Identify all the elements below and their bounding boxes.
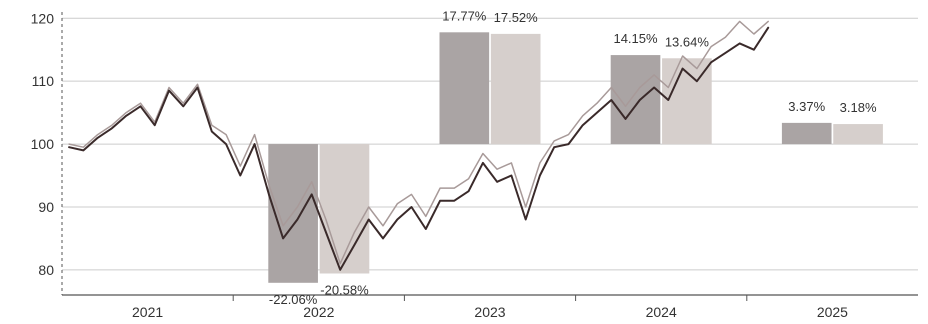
y-tick-label: 110 (32, 73, 55, 89)
bar-label-2023-2: 17.52% (494, 10, 539, 25)
x-tick-label: 2021 (132, 304, 163, 320)
axes: 80 90 100 110 120 2021 2022 2023 2024 2025 (31, 10, 918, 320)
performance-lines (68, 20, 770, 271)
bar-label-2025-1: 3.37% (788, 99, 825, 114)
x-tick-label: 2024 (646, 304, 677, 320)
bar-label-2023-1: 17.77% (442, 8, 487, 23)
bar-2024-1 (610, 55, 661, 145)
y-tick-label: 90 (38, 199, 54, 215)
x-tick-label: 2023 (474, 304, 505, 320)
bar-2022-2 (319, 144, 370, 274)
bar-label-2022-2: -20.58% (320, 282, 369, 297)
bar-label-2024-2: 13.64% (665, 34, 710, 49)
bar-2023-2 (490, 33, 541, 145)
x-tick-label: 2025 (817, 304, 848, 320)
x-tick-label: 2022 (303, 304, 334, 320)
y-tick-label: 80 (38, 262, 54, 278)
bar-2025-2 (833, 124, 883, 145)
y-tick-label: 120 (31, 10, 55, 26)
series-line-1 (68, 26, 770, 271)
bar-label-2025-2: 3.18% (840, 100, 877, 115)
y-tick-label: 100 (31, 136, 55, 152)
annual-return-bars (268, 32, 883, 283)
series-line-2 (68, 20, 769, 265)
data-labels: -22.06%-20.58% 17.77% 17.52% 14.15% 13.64% 3.… (269, 8, 877, 306)
bar-label-2022-1: -22.06% (269, 292, 318, 307)
bar-2025-1 (781, 122, 832, 145)
bar-label-2024-1: 14.15% (613, 31, 658, 46)
gridlines (62, 17, 918, 271)
bar-2023-1 (439, 32, 490, 145)
